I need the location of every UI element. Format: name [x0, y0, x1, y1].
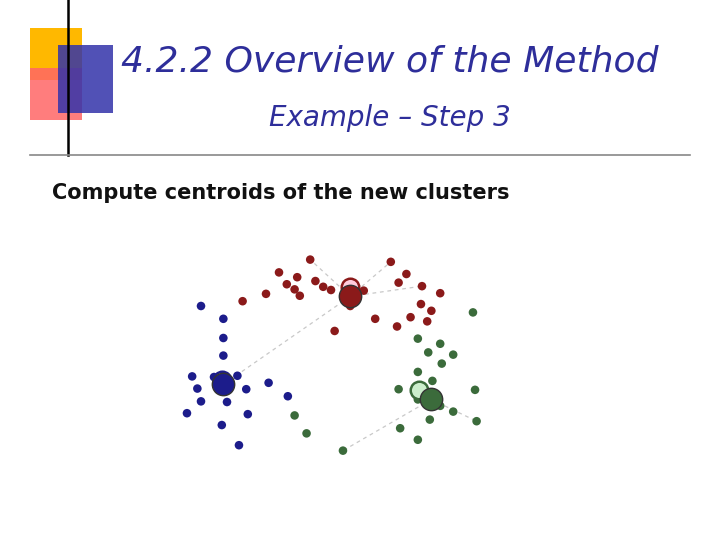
Point [427, 376, 438, 385]
Point [447, 350, 459, 359]
Bar [30, 28, 82, 80]
Point [289, 285, 300, 294]
Point [216, 421, 228, 429]
Point [192, 384, 203, 393]
Point [195, 302, 207, 310]
Point [423, 348, 434, 357]
Point [434, 402, 446, 410]
Point [337, 447, 348, 455]
Point [436, 359, 448, 368]
Point [412, 334, 423, 343]
Point [415, 300, 427, 308]
Point [421, 317, 433, 326]
Point [282, 392, 294, 401]
Point [217, 352, 229, 360]
Point [292, 273, 303, 281]
Point [301, 429, 312, 438]
Point [413, 386, 425, 394]
Point [393, 278, 405, 287]
Point [216, 376, 228, 384]
Point [233, 441, 245, 449]
Point [195, 397, 207, 406]
Point [412, 395, 423, 404]
Point [385, 258, 397, 266]
Point [405, 313, 416, 321]
Point [232, 372, 243, 380]
Text: 4.2.2 Overview of the Method: 4.2.2 Overview of the Method [121, 45, 659, 79]
Point [393, 385, 405, 394]
Point [469, 386, 481, 394]
Point [217, 334, 229, 342]
Point [289, 411, 300, 420]
Point [217, 380, 229, 389]
Point [310, 276, 321, 285]
Point [208, 373, 220, 381]
Bar [30, 68, 82, 120]
Point [434, 340, 446, 348]
Point [426, 307, 437, 315]
Point [329, 327, 341, 335]
Point [412, 435, 423, 444]
Point [305, 255, 316, 264]
Point [281, 280, 292, 288]
Point [424, 415, 436, 424]
Point [216, 385, 228, 394]
Point [412, 368, 423, 376]
Point [221, 397, 233, 406]
Point [263, 379, 274, 387]
Point [344, 302, 356, 310]
Point [242, 410, 253, 418]
Point [416, 282, 428, 291]
Point [344, 292, 356, 301]
Text: Example – Step 3: Example – Step 3 [269, 104, 511, 132]
Point [467, 308, 479, 317]
Point [395, 424, 406, 433]
Point [217, 314, 229, 323]
Point [240, 385, 252, 394]
Point [369, 314, 381, 323]
Point [186, 372, 198, 381]
Point [400, 269, 412, 278]
Point [237, 297, 248, 306]
Point [434, 289, 446, 298]
Point [358, 286, 369, 295]
Text: Compute centroids of the new clusters: Compute centroids of the new clusters [52, 183, 510, 203]
Bar [58, 45, 113, 113]
Point [294, 292, 305, 300]
Point [274, 268, 285, 276]
Point [325, 286, 337, 294]
Point [344, 282, 356, 291]
Point [260, 289, 271, 298]
Point [181, 409, 193, 417]
Point [318, 282, 329, 291]
Point [471, 417, 482, 426]
Point [426, 395, 437, 404]
Point [447, 407, 459, 416]
Point [391, 322, 402, 331]
